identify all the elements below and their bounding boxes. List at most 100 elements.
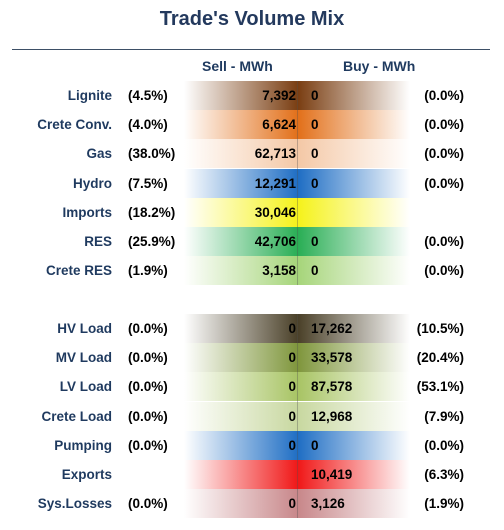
- sell-bar: [184, 460, 298, 489]
- table-row: Exports 10,419 (6.3%): [0, 460, 504, 489]
- sell-bar: [184, 401, 298, 431]
- buy-bar: [298, 489, 410, 519]
- buy-value: 0: [311, 437, 319, 453]
- buy-value: 0: [311, 175, 319, 191]
- sell-value: 42,706: [254, 234, 296, 249]
- buy-percent: (20.4%): [416, 350, 464, 366]
- row-label: Sys.Losses: [37, 496, 112, 512]
- row-label: LV Load: [59, 379, 112, 395]
- buy-value: 87,578: [311, 379, 353, 395]
- buy-bar: [298, 227, 410, 256]
- row-label: Hydro: [72, 175, 112, 191]
- table-row: HV Load (0.0%) 0 17,262 (10.5%): [0, 314, 504, 343]
- sell-percent: (4.5%): [128, 88, 168, 103]
- buy-value: 0: [311, 234, 319, 249]
- buy-percent: (1.9%): [424, 496, 464, 512]
- sell-percent: (18.2%): [128, 204, 176, 220]
- sell-percent: (0.0%): [128, 379, 168, 395]
- table-row: RES (25.9%) 42,706 0 (0.0%): [0, 227, 504, 256]
- sell-percent: (0.0%): [128, 350, 168, 366]
- row-label: Exports: [61, 467, 112, 482]
- buy-bar: [298, 197, 410, 227]
- table-row: LV Load (0.0%) 0 87,578 (53.1%): [0, 372, 504, 402]
- buy-column-header: Buy - MWh: [343, 58, 416, 74]
- sell-value: 6,624: [262, 117, 296, 133]
- sell-bar: [184, 110, 298, 140]
- buy-bar: [298, 372, 410, 402]
- buy-percent: (0.0%): [424, 175, 464, 191]
- buy-value: 17,262: [311, 321, 353, 336]
- table-row: Hydro (7.5%) 12,291 0 (0.0%): [0, 168, 504, 198]
- buy-bar: [298, 110, 410, 140]
- title-divider: [12, 49, 490, 50]
- sell-bar: [184, 489, 298, 519]
- buy-value: 0: [311, 146, 319, 162]
- sell-bar: [184, 430, 298, 460]
- row-label: Crete Conv.: [37, 117, 112, 133]
- sell-bar: [184, 139, 298, 169]
- buy-value: 33,578: [311, 350, 353, 366]
- buy-bar: [298, 430, 410, 460]
- page-title: Trade's Volume Mix: [159, 8, 345, 30]
- row-label: Imports: [62, 204, 112, 220]
- sell-bar: [184, 197, 298, 227]
- buy-percent: (7.9%): [424, 408, 464, 424]
- buy-percent: (10.5%): [416, 321, 464, 336]
- buy-percent: (0.0%): [424, 88, 464, 103]
- sell-value: 12,291: [254, 175, 296, 191]
- sell-percent: (4.0%): [128, 117, 168, 133]
- sell-percent: (38.0%): [128, 146, 176, 162]
- sell-percent: [128, 460, 178, 489]
- buy-bar: [298, 256, 410, 286]
- row-label: HV Load: [57, 321, 112, 336]
- table-row: Gas (38.0%) 62,713 0 (0.0%): [0, 139, 504, 169]
- table-row: MV Load (0.0%) 0 33,578 (20.4%): [0, 343, 504, 373]
- row-label: Gas: [86, 146, 112, 162]
- buy-bar: [298, 314, 410, 343]
- sell-value: 30,046: [254, 204, 296, 220]
- sell-percent: (1.9%): [128, 263, 168, 279]
- buy-bar: [298, 343, 410, 373]
- sell-value: 62,713: [254, 146, 296, 162]
- sell-bar: [184, 81, 298, 110]
- sell-percent: (25.9%): [128, 234, 176, 249]
- sell-bar: [184, 372, 298, 402]
- buy-bar: [298, 401, 410, 431]
- sell-bar: [184, 256, 298, 286]
- row-label: Pumping: [54, 437, 112, 453]
- buy-value: 0: [311, 117, 319, 133]
- row-label: Lignite: [67, 88, 112, 103]
- column-separator: [297, 81, 298, 286]
- buy-percent: (53.1%): [416, 379, 464, 395]
- buy-value: 3,126: [311, 496, 345, 512]
- table-row: Crete Load (0.0%) 0 12,968 (7.9%): [0, 401, 504, 431]
- buy-percent: (0.0%): [424, 117, 464, 133]
- sell-percent: (0.0%): [128, 408, 168, 424]
- buy-percent: (0.0%): [424, 437, 464, 453]
- table-row: Sys.Losses (0.0%) 0 3,126 (1.9%): [0, 489, 504, 519]
- buy-value: 10,419: [311, 467, 353, 482]
- sell-percent: (0.0%): [128, 496, 168, 512]
- column-separator: [297, 314, 298, 519]
- sell-value: 3,158: [262, 263, 296, 279]
- row-label: Crete RES: [45, 263, 112, 279]
- buy-bar: [298, 168, 410, 198]
- table-row: Lignite (4.5%) 7,392 0 (0.0%): [0, 81, 504, 110]
- buy-bar: [298, 81, 410, 110]
- sell-percent: (0.0%): [128, 321, 168, 336]
- buy-percent: (0.0%): [424, 234, 464, 249]
- sell-value: [184, 460, 296, 489]
- buy-value: 0: [311, 88, 319, 103]
- sell-bar: [184, 227, 298, 256]
- row-label: Crete Load: [41, 408, 112, 424]
- sell-value: 0: [288, 321, 296, 336]
- buy-percent: (0.0%): [424, 263, 464, 279]
- buy-bar: [298, 139, 410, 169]
- sell-value: 0: [288, 408, 296, 424]
- table-row: Pumping (0.0%) 0 0 (0.0%): [0, 430, 504, 460]
- buy-value: 0: [311, 263, 319, 279]
- sell-value: 0: [288, 496, 296, 512]
- table-row: Crete Conv. (4.0%) 6,624 0 (0.0%): [0, 110, 504, 140]
- sell-percent: (7.5%): [128, 175, 168, 191]
- sell-bar: [184, 343, 298, 373]
